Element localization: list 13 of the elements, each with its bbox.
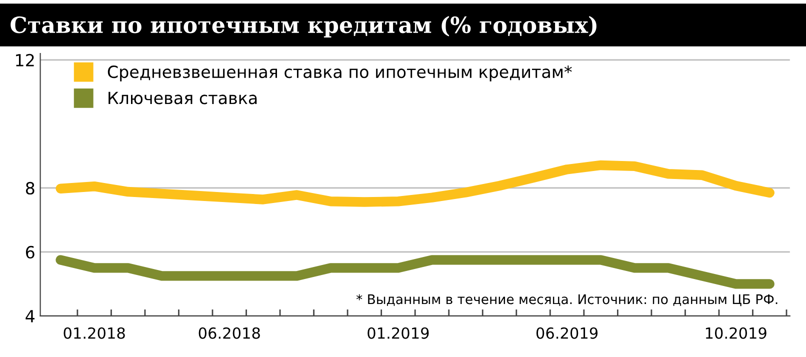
legend-label: Средневзвешенная ставка по ипотечным кредитам*	[108, 66, 572, 82]
x-tick-label: 10.2019	[706, 327, 766, 339]
y-tick-label: 4	[26, 310, 35, 322]
x-tick-label: 06.2019	[536, 327, 598, 339]
y-tick-label: 6	[26, 246, 34, 259]
x-tick-label: 06.2018	[198, 327, 260, 339]
y-tick-label: 8	[26, 182, 34, 195]
x-tick-label: 01.2019	[368, 327, 429, 339]
x-tick-label: 01.2018	[64, 327, 125, 339]
y-tick-label: 12	[16, 54, 34, 66]
annotation: * Выданным в течение месяца. Источник: по данным ЦБ РФ.	[356, 294, 778, 306]
chart-title: Ставки по ипотечным кредитам (% годовых)	[10, 16, 596, 38]
legend-label: Ключевая ставка	[108, 92, 257, 104]
